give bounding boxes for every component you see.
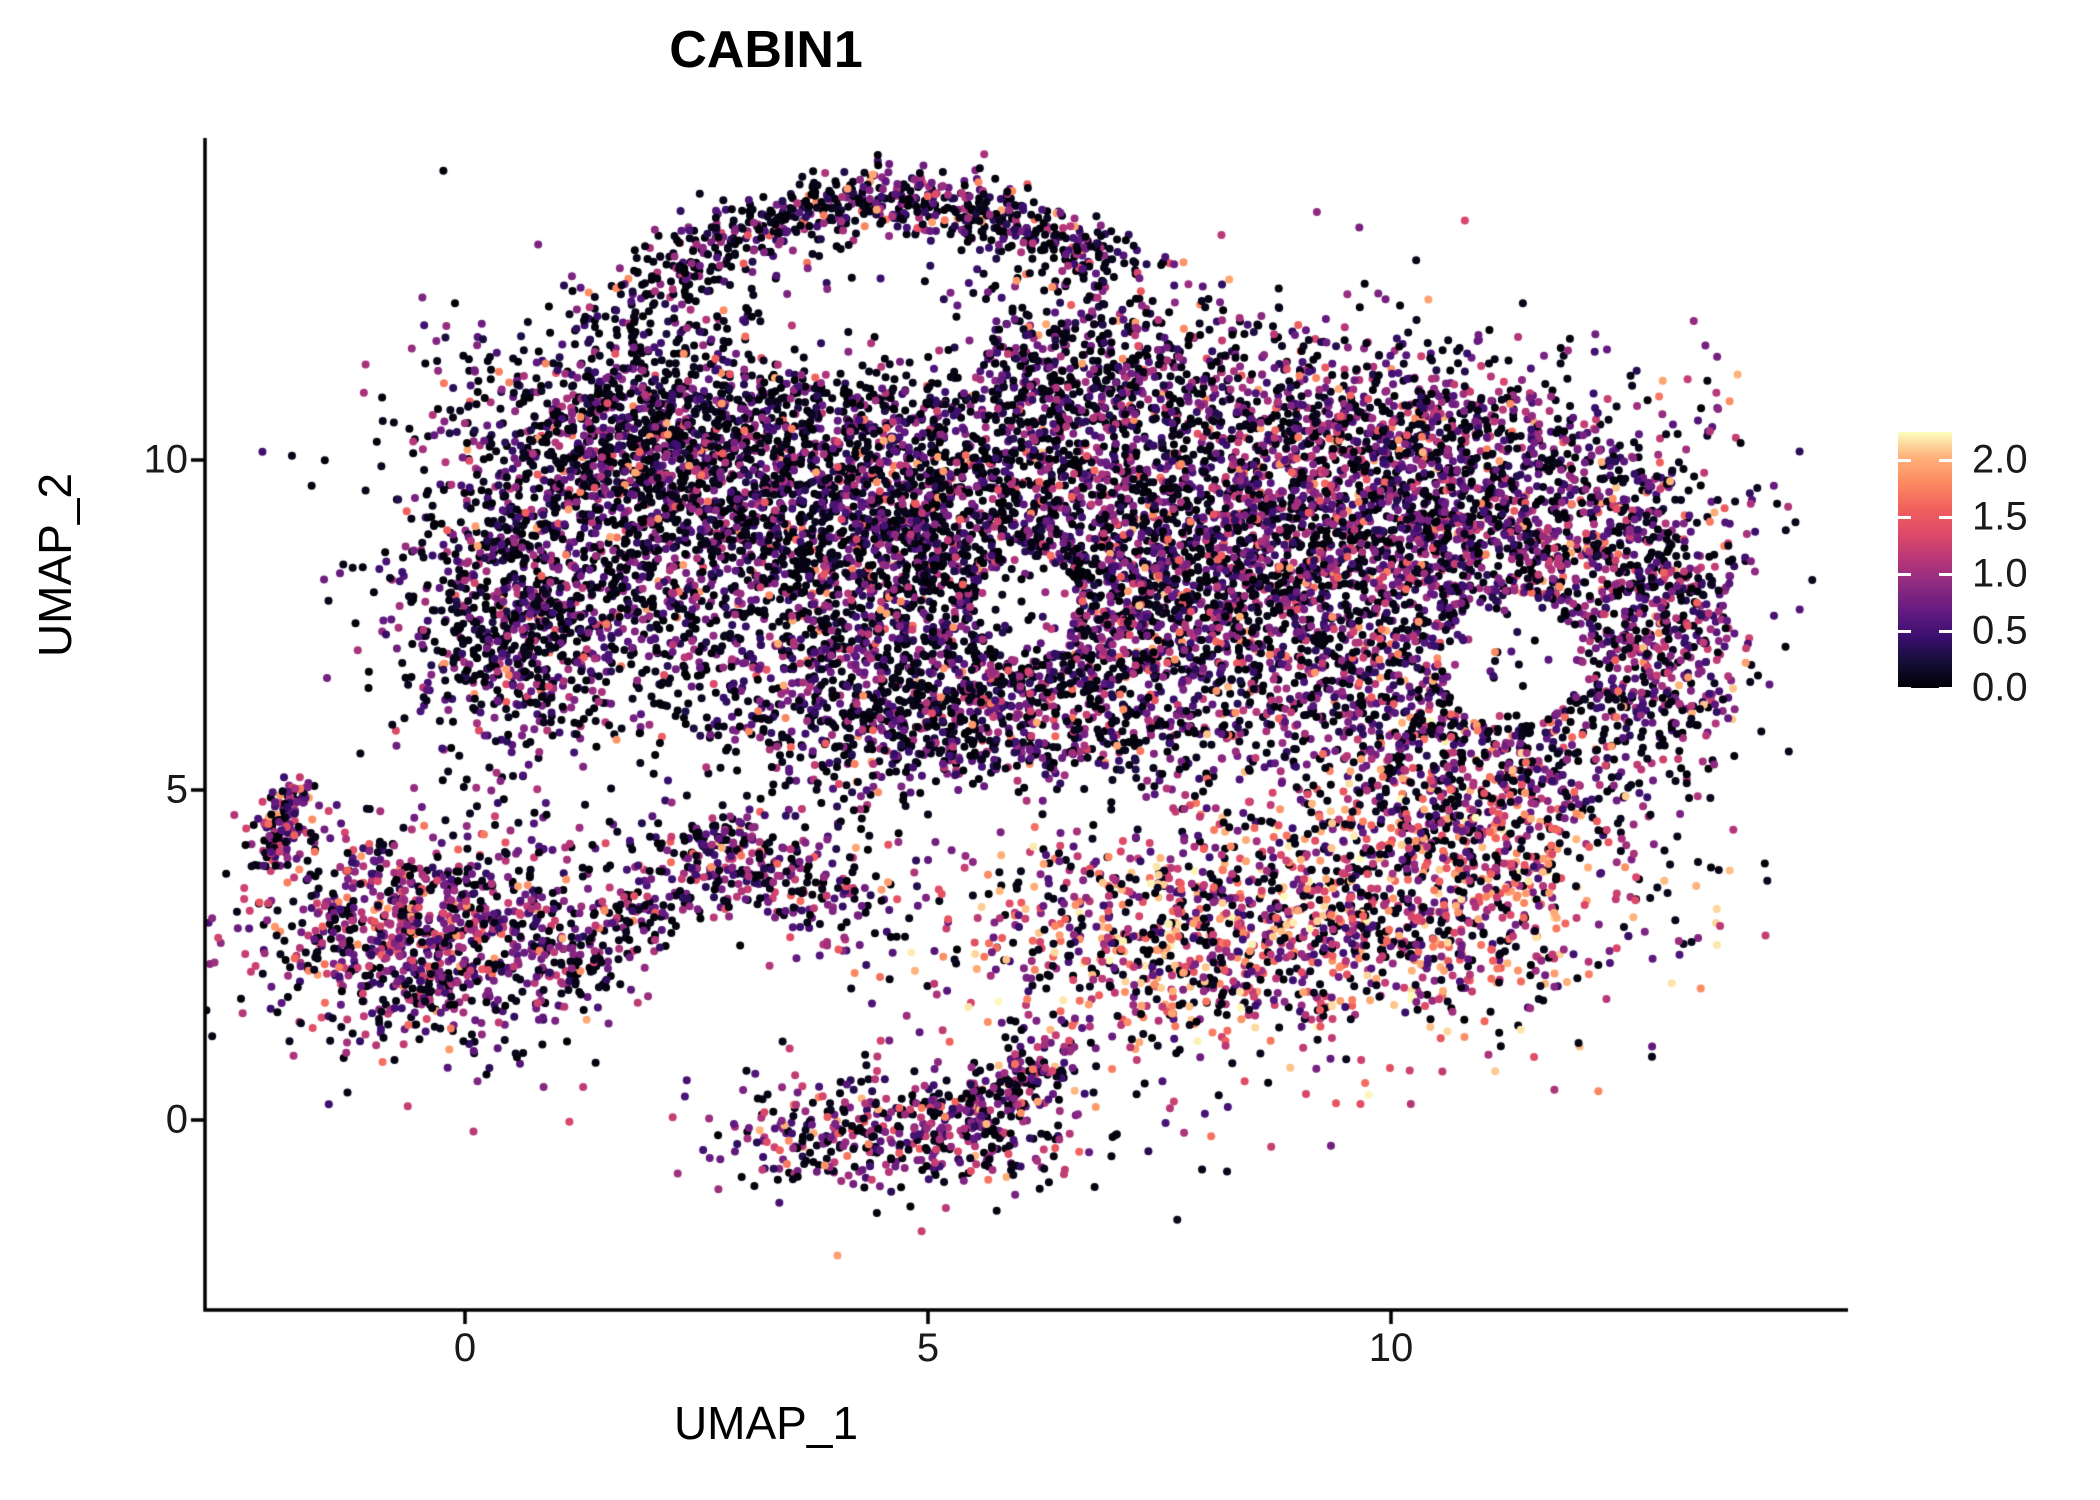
x-axis-label: UMAP_1 (673, 1397, 859, 1449)
legend-tick-label: 2.0 (1972, 437, 2028, 482)
legend-tick-label: 0.0 (1972, 665, 2028, 710)
colorbar-tick-mark (1898, 516, 1911, 519)
colorbar-legend: 2.0 1.5 1.0 0.5 0.0 (1890, 420, 2100, 710)
colorbar-tick-mark (1898, 630, 1911, 633)
colorbar-tick-mark (1939, 459, 1952, 462)
colorbar-tick-mark (1898, 459, 1911, 462)
legend-tick-label: 1.0 (1972, 551, 2028, 596)
legend-tick-label: 1.5 (1972, 494, 2028, 539)
x-tick-label: 10 (1368, 1326, 1414, 1370)
x-tick-label: 5 (916, 1326, 940, 1370)
colorbar-tick-mark (1898, 687, 1911, 688)
colorbar-gradient (1898, 432, 1952, 688)
colorbar-tick-mark (1898, 573, 1911, 576)
legend-tick-label: 0.5 (1972, 608, 2028, 653)
y-tick-label: 10 (143, 437, 189, 482)
y-tick-label: 0 (165, 1097, 188, 1142)
colorbar-tick-mark (1939, 687, 1952, 688)
colorbar-tick-mark (1939, 516, 1952, 519)
y-tick-label: 5 (165, 767, 188, 812)
y-axis-label: UMAP_2 (29, 472, 81, 658)
plot-title: CABIN1 (669, 21, 863, 79)
x-tick-label: 0 (453, 1326, 477, 1370)
colorbar-tick-mark (1939, 630, 1952, 633)
colorbar-tick-mark (1939, 573, 1952, 576)
